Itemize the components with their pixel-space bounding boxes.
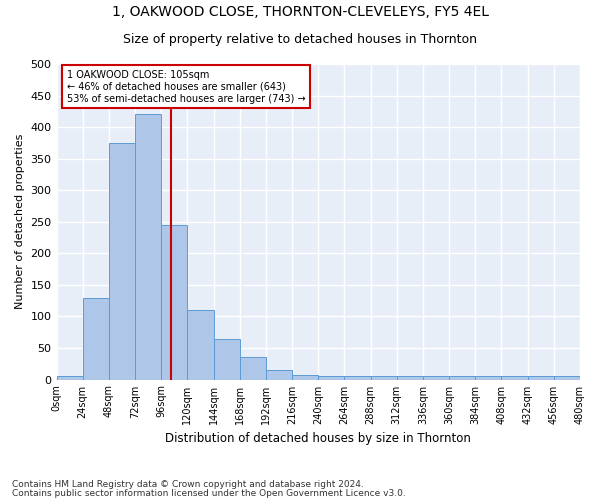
- Bar: [214, 338, 240, 380]
- Bar: [240, 358, 266, 380]
- Bar: [266, 370, 292, 380]
- Bar: [423, 376, 449, 380]
- Bar: [397, 376, 423, 380]
- Bar: [527, 376, 554, 380]
- Bar: [449, 376, 475, 380]
- Text: 1 OAKWOOD CLOSE: 105sqm
← 46% of detached houses are smaller (643)
53% of semi-d: 1 OAKWOOD CLOSE: 105sqm ← 46% of detache…: [67, 70, 305, 104]
- Text: Contains HM Land Registry data © Crown copyright and database right 2024.: Contains HM Land Registry data © Crown c…: [12, 480, 364, 489]
- Bar: [502, 376, 527, 380]
- Bar: [292, 374, 318, 380]
- Text: Contains public sector information licensed under the Open Government Licence v3: Contains public sector information licen…: [12, 489, 406, 498]
- Y-axis label: Number of detached properties: Number of detached properties: [15, 134, 25, 310]
- X-axis label: Distribution of detached houses by size in Thornton: Distribution of detached houses by size …: [166, 432, 471, 445]
- Text: Size of property relative to detached houses in Thornton: Size of property relative to detached ho…: [123, 32, 477, 46]
- Bar: [161, 225, 187, 380]
- Bar: [344, 376, 371, 380]
- Bar: [56, 376, 83, 380]
- Bar: [135, 114, 161, 380]
- Bar: [187, 310, 214, 380]
- Bar: [109, 143, 135, 380]
- Bar: [554, 376, 580, 380]
- Bar: [475, 376, 502, 380]
- Bar: [318, 376, 344, 380]
- Text: 1, OAKWOOD CLOSE, THORNTON-CLEVELEYS, FY5 4EL: 1, OAKWOOD CLOSE, THORNTON-CLEVELEYS, FY…: [112, 5, 488, 19]
- Bar: [371, 376, 397, 380]
- Bar: [83, 298, 109, 380]
